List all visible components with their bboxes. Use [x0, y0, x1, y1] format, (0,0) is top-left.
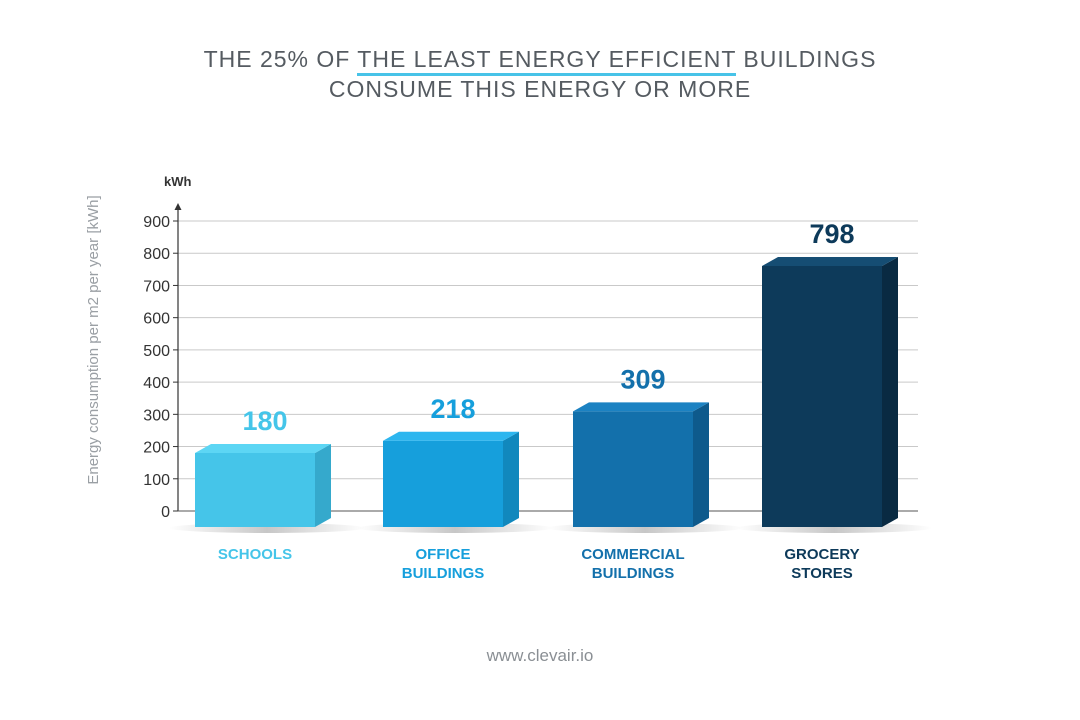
bar-front: [573, 411, 693, 527]
y-tick-label: 700: [143, 278, 170, 295]
category-label: OFFICE: [416, 546, 471, 563]
title-suffix: BUILDINGS: [736, 46, 877, 72]
category-label: COMMERCIAL: [581, 546, 684, 563]
y-axis-arrow: [174, 203, 182, 210]
title-highlight: THE LEAST ENERGY EFFICIENT: [357, 46, 737, 76]
y-tick-label: 500: [143, 343, 170, 360]
category-label: GROCERY: [784, 546, 859, 563]
chart-title-line-2: CONSUME THIS ENERGY OR MORE: [328, 76, 752, 102]
y-tick-label: 200: [143, 440, 170, 457]
bar-side: [882, 257, 898, 527]
chart-title-line-1: THE 25% OF THE LEAST ENERGY EFFICIENT BU…: [0, 44, 1080, 76]
bar-front: [195, 453, 315, 527]
bar-top: [573, 402, 709, 412]
y-unit-label: kWh: [164, 174, 192, 189]
bar-front: [762, 266, 882, 527]
category-label: BUILDINGS: [402, 565, 485, 582]
labels: 180 SCHOOLS 218 OFFICE BUILDINGS 309 COMMERCIA…: [218, 219, 860, 582]
bar-side: [315, 444, 331, 527]
y-tick-label: 300: [143, 407, 170, 424]
category-label: BUILDINGS: [592, 565, 675, 582]
bar-value-label: 218: [430, 394, 475, 424]
y-tick-label: 900: [143, 214, 170, 231]
bar-front: [383, 440, 503, 527]
y-tick-label: 800: [143, 246, 170, 263]
y-axis-title: Energy consumption per m2 per year [kWh]: [85, 195, 102, 484]
bar-value-label: 798: [809, 219, 854, 249]
y-tick-label: 100: [143, 472, 170, 489]
bars: [169, 257, 932, 533]
footer-url[interactable]: www.clevair.io: [486, 646, 594, 665]
chart-title: THE 25% OF THE LEAST ENERGY EFFICIENT BU…: [0, 44, 1080, 104]
y-tick-label: 600: [143, 311, 170, 328]
bar-top: [383, 431, 519, 441]
title-prefix: THE 25% OF: [203, 46, 358, 72]
category-label: SCHOOLS: [218, 546, 292, 563]
y-tick-label: 400: [143, 375, 170, 392]
y-tick-label: 0: [161, 504, 170, 521]
category-label: STORES: [791, 565, 852, 582]
bar-value-label: 309: [620, 364, 665, 394]
axes: 0 100 200 300 400 500 600 700 800 900 kWh Energy co…: [85, 174, 918, 521]
bar-top: [762, 257, 898, 266]
bar-side: [693, 402, 709, 527]
bar-side: [503, 431, 519, 527]
bar-top: [195, 444, 331, 453]
bar-value-label: 180: [242, 406, 287, 436]
